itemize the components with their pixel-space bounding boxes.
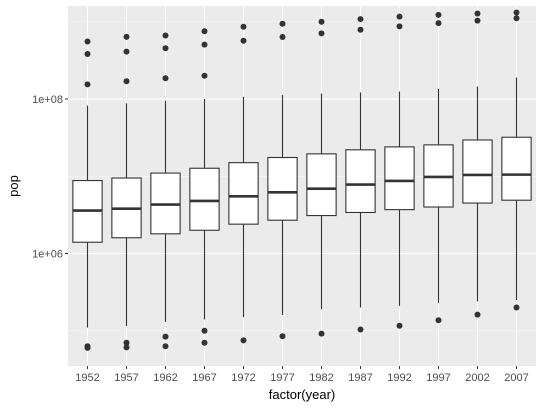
outlier-point (162, 333, 169, 340)
plot-panel (68, 6, 536, 366)
iqr-box (306, 153, 337, 217)
x-tick-label: 1982 (309, 372, 333, 384)
outlier-point (513, 9, 520, 16)
outlier-point (279, 20, 286, 27)
outlier-point (201, 72, 208, 79)
outlier-point (318, 330, 325, 337)
outlier-point (318, 30, 325, 37)
x-axis: 1952 1957 1962 1967 1972 1977 1982 1987 1992 1997… (75, 366, 529, 384)
outlier-point (162, 45, 169, 52)
x-tick-label: 1977 (270, 372, 294, 384)
outlier-point (318, 18, 325, 25)
box-1977 (267, 20, 298, 340)
box-1987 (345, 16, 376, 333)
outlier-point (435, 317, 442, 324)
outlier-point (201, 28, 208, 35)
outlier-point (162, 75, 169, 82)
outlier-point (435, 20, 442, 27)
box-series (72, 9, 532, 351)
x-tick-label: 1997 (426, 372, 450, 384)
outlier-point (474, 311, 481, 318)
outlier-point (240, 23, 247, 30)
outlier-point (396, 322, 403, 329)
outlier-point (162, 343, 169, 350)
iqr-box (501, 136, 532, 201)
iqr-box (384, 146, 415, 211)
outlier-point (396, 13, 403, 20)
box-2002 (462, 10, 493, 318)
outlier-point (513, 304, 520, 311)
x-tick-label: 2007 (504, 372, 528, 384)
outlier-point (162, 32, 169, 39)
x-axis-title: factor(year) (269, 387, 335, 402)
box-1957 (111, 33, 142, 351)
outlier-point (201, 327, 208, 334)
outlier-point (474, 17, 481, 24)
y-tick-label: 1e+08 (32, 94, 63, 106)
outlier-point (84, 50, 91, 57)
x-tick-label: 2002 (465, 372, 489, 384)
iqr-box (462, 139, 493, 204)
outlier-point (123, 339, 130, 346)
x-tick-label: 1962 (153, 372, 177, 384)
outlier-point (513, 15, 520, 22)
outlier-point (357, 16, 364, 23)
outlier-point (201, 41, 208, 48)
outlier-point (357, 26, 364, 33)
outlier-point (84, 81, 91, 88)
iqr-box (345, 149, 376, 214)
x-tick-label: 1957 (114, 372, 138, 384)
iqr-box (228, 162, 259, 225)
box-2007 (501, 9, 532, 311)
outlier-point (435, 11, 442, 18)
outlier-point (357, 326, 364, 333)
x-tick-label: 1972 (231, 372, 255, 384)
outlier-point (123, 344, 130, 351)
outlier-point (84, 343, 91, 350)
outlier-point (84, 38, 91, 45)
iqr-box (267, 156, 298, 221)
outlier-point (123, 33, 130, 40)
box-1967 (189, 28, 220, 346)
outlier-point (396, 23, 403, 30)
box-1992 (384, 13, 415, 329)
box-1972 (228, 23, 259, 344)
outlier-point (123, 48, 130, 55)
box-1962 (150, 32, 181, 350)
outlier-point (240, 337, 247, 344)
y-tick-label: 1e+06 (32, 249, 63, 261)
outlier-point (279, 333, 286, 340)
y-axis-title: pop (6, 175, 21, 197)
iqr-box (189, 167, 220, 231)
x-tick-label: 1952 (75, 372, 99, 384)
outlier-point (123, 78, 130, 85)
x-tick-label: 1987 (348, 372, 372, 384)
x-tick-label: 1992 (387, 372, 411, 384)
outlier-point (240, 37, 247, 44)
box-1982 (306, 18, 337, 337)
box-1952 (72, 38, 103, 351)
x-tick-label: 1967 (192, 372, 216, 384)
outlier-point (474, 10, 481, 17)
y-axis: 1e+06 1e+08 (32, 94, 68, 261)
outlier-point (279, 34, 286, 41)
outlier-point (201, 339, 208, 346)
box-1997 (423, 11, 454, 324)
